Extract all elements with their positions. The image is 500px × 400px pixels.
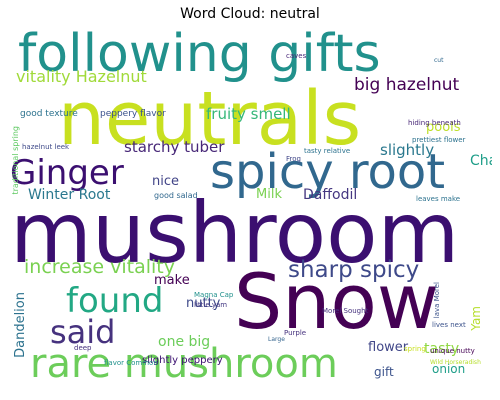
cloud-word: Morel Sought	[322, 307, 369, 315]
cloud-word: peppery flavor	[100, 109, 166, 119]
cloud-word: vitality Hazelnut	[16, 67, 147, 86]
cloud-word: Winter Root	[28, 187, 111, 203]
cloud-word: unique nutty	[430, 347, 475, 355]
cloud-word: traditional spring	[11, 126, 20, 195]
word-cloud: following gifts neutrals mushroom Snow s…	[8, 26, 492, 394]
cloud-word: tasty relative	[304, 147, 351, 155]
cloud-word: flower	[368, 340, 409, 355]
cloud-word: starchy tuber	[124, 138, 225, 156]
cloud-word: one big	[158, 334, 211, 350]
cloud-word: tasty	[424, 341, 460, 357]
cloud-word: Wild Horseradish	[430, 359, 481, 366]
cloud-word: hazelnut leek	[22, 143, 70, 151]
cloud-word: flavor Common	[104, 359, 158, 367]
chart-title: Word Cloud: neutral	[180, 6, 320, 22]
cloud-word: Yam	[469, 306, 483, 331]
cloud-word: Ginger	[10, 153, 124, 193]
cloud-word: nutty	[186, 296, 221, 311]
cloud-word: prettiest flower	[412, 136, 466, 144]
cloud-word: caves	[286, 52, 307, 60]
cloud-word: Frog	[286, 155, 301, 163]
cloud-word: Large	[268, 336, 285, 343]
cloud-word: fruity smell	[206, 105, 291, 123]
cloud-word: Chanterelle	[470, 153, 492, 169]
cloud-word: sharp spicy	[288, 257, 420, 283]
cloud-word: pools	[426, 120, 461, 135]
cloud-word: slightly	[380, 141, 435, 159]
cloud-word: Daffodil	[303, 187, 358, 203]
cloud-word: spring	[404, 345, 426, 353]
cloud-word: leaves make	[416, 195, 461, 203]
cloud-word: make	[154, 273, 190, 288]
cloud-word: increase vitality	[24, 256, 175, 278]
cloud-word: gift	[374, 365, 394, 379]
cloud-word: Purple	[284, 329, 307, 337]
cloud-word: good salad	[154, 191, 198, 200]
cloud-word: slightly peppery	[142, 355, 223, 366]
cloud-word: little yam	[194, 301, 228, 309]
cloud-word: Magna Cap	[194, 291, 234, 299]
cloud-word: neutrals	[58, 76, 362, 162]
cloud-word: cut	[434, 57, 444, 64]
cloud-word: big hazelnut	[354, 75, 460, 95]
cloud-word: Dandelion	[13, 292, 28, 358]
cloud-word: said	[50, 313, 116, 351]
cloud-word: lives next	[432, 321, 466, 329]
cloud-word: spicy root	[210, 144, 446, 200]
cloud-word: lava Morel	[433, 282, 441, 319]
cloud-word: good texture	[20, 109, 78, 119]
cloud-word: hiding beneath	[408, 119, 461, 127]
cloud-word: mushroom	[10, 184, 460, 282]
cloud-word: deep	[74, 344, 92, 352]
cloud-word: rare mushroom	[30, 341, 338, 387]
cloud-word: nice	[152, 174, 179, 189]
cloud-word: onion	[432, 362, 466, 376]
cloud-word: Milk	[256, 187, 282, 202]
cloud-word: found	[66, 281, 164, 321]
cloud-word: Snow	[234, 257, 440, 346]
cloud-word: following gifts	[18, 26, 381, 84]
